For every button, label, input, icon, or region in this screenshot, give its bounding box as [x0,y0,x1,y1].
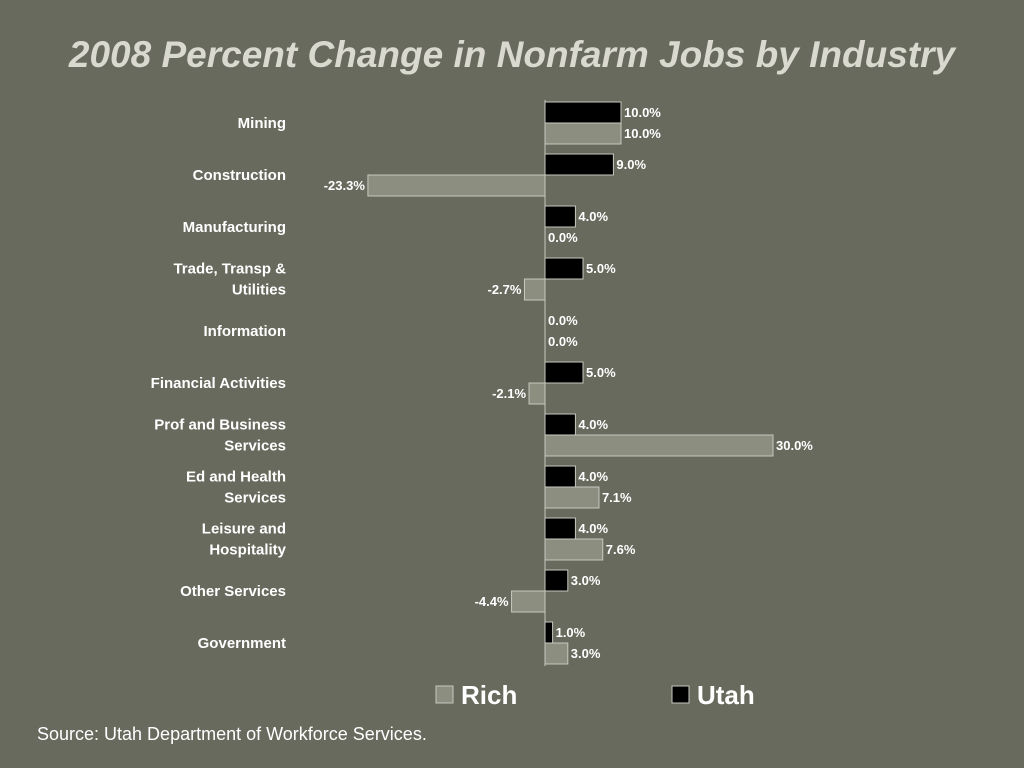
rich-bar [544,122,622,145]
rich-value-label: 10.0% [624,126,661,141]
rich-value-label: 30.0% [776,438,813,453]
source-note: Source: Utah Department of Workforce Ser… [37,724,427,744]
utah-value-label: 4.0% [578,521,608,536]
category-label: Ed and Health Services [186,469,286,507]
utah-value-label: 10.0% [624,105,661,120]
rich-value-label: 7.1% [602,490,632,505]
rich-bar [544,642,569,665]
rich-bar [523,278,546,301]
rich-value-label: 3.0% [571,646,601,661]
rich-bar [528,382,546,405]
rich-value-label: -2.1% [492,386,526,401]
category-label: Construction [193,167,286,184]
bars [367,100,774,666]
category-label: Information [204,323,287,340]
utah-bar [544,569,569,592]
utah-value-label: 4.0% [578,469,608,484]
rich-bar [511,590,546,613]
utah-value-label: 4.0% [578,417,608,432]
utah-value-label: 5.0% [586,261,616,276]
utah-bar [544,465,576,488]
utah-bar [544,101,622,124]
rich-bar [544,486,600,509]
chart-title: 2008 Percent Change in Nonfarm Jobs by I… [68,34,956,75]
utah-value-label: 5.0% [586,365,616,380]
category-label: Leisure and Hospitality [202,521,287,559]
category-labels: Mining Construction Manufacturing Trade, Tr… [151,115,287,652]
category-label: Government [198,635,286,652]
utah-bar [544,257,584,280]
category-label: Financial Activities [151,375,286,392]
category-label: Mining [238,115,286,132]
rich-value-label: -2.7% [488,282,522,297]
utah-value-label: 0.0% [548,313,578,328]
utah-value-label: 3.0% [571,573,601,588]
utah-bar [544,153,614,176]
rich-value-label: -23.3% [324,178,366,193]
rich-value-label: 0.0% [548,334,578,349]
value-labels: 10.0%10.0%9.0%-23.3%4.0%0.0%5.0%-2.7%0.0… [324,105,814,661]
category-label: Prof and Business Services [154,417,286,455]
utah-legend-label: Utah [697,680,755,710]
utah-value-label: 4.0% [578,209,608,224]
rich-legend-label: Rich [461,680,517,710]
utah-bar [544,413,576,436]
rich-value-label: -4.4% [475,594,509,609]
utah-legend-swatch [671,685,690,704]
rich-bar [544,434,774,457]
rich-value-label: 7.6% [606,542,636,557]
utah-value-label: 9.0% [616,157,646,172]
rich-bar [367,174,546,197]
utah-value-label: 1.0% [556,625,586,640]
utah-bar [544,621,554,644]
category-label: Other Services [180,583,286,600]
utah-bar [544,205,576,228]
rich-value-label: 0.0% [548,230,578,245]
rich-legend-swatch [435,685,454,704]
rich-bar [544,538,604,561]
legend: Rich Utah [435,680,755,710]
utah-bar [544,517,576,540]
utah-bar [544,361,584,384]
category-label: Manufacturing [183,219,286,236]
category-label: Trade, Transp & Utilities [173,261,286,299]
